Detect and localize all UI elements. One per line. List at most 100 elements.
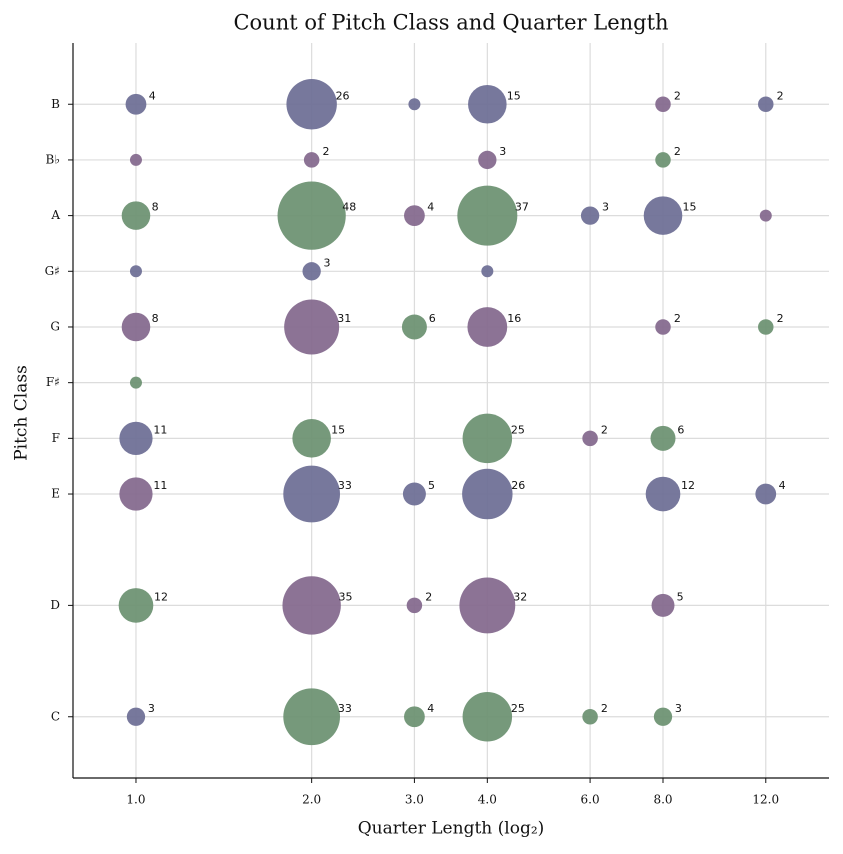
y-tick-label: B♭ [46, 152, 60, 166]
bubble [655, 96, 671, 112]
bubble [129, 376, 142, 389]
data-label: 2 [322, 145, 329, 158]
bubble [650, 425, 676, 451]
data-label: 2 [601, 702, 608, 715]
data-label: 2 [777, 312, 784, 325]
x-tick-label: 12.0 [752, 793, 779, 807]
data-label: 2 [777, 89, 784, 102]
data-label: 4 [149, 89, 156, 102]
data-label: 8 [152, 312, 159, 325]
bubble [402, 482, 426, 506]
y-tick-label: D [50, 598, 60, 612]
data-label: 2 [425, 590, 432, 603]
bubble [125, 93, 147, 115]
bubble [655, 319, 671, 335]
bubble [459, 577, 516, 634]
x-tick-label: 6.0 [581, 793, 600, 807]
bubble [468, 84, 507, 124]
data-label: 33 [338, 702, 352, 715]
data-label: 5 [428, 479, 435, 492]
bubble [645, 476, 681, 512]
data-label: 25 [511, 702, 525, 715]
bubble [467, 307, 508, 347]
data-label: 12 [681, 479, 695, 492]
bubble [457, 185, 518, 246]
bubble [755, 483, 777, 505]
y-tick-label: B [51, 97, 60, 111]
bubble [655, 152, 671, 168]
x-tick-label: 1.0 [126, 793, 145, 807]
data-label: 3 [675, 702, 682, 715]
bubble [121, 312, 151, 342]
data-label: 4 [427, 201, 434, 214]
bubble [126, 707, 146, 726]
data-label: 8 [152, 201, 159, 214]
y-tick-label: F♯ [46, 375, 60, 389]
bubble [286, 79, 337, 130]
data-label: 11 [153, 479, 167, 492]
bubble [282, 576, 341, 635]
bubble [462, 692, 513, 742]
x-tick-label: 3.0 [405, 793, 424, 807]
data-label: 31 [337, 312, 351, 325]
data-label: 11 [153, 423, 167, 436]
data-label: 15 [507, 89, 521, 102]
x-axis-label: Quarter Length (log₂) [358, 819, 545, 839]
bubble [759, 209, 772, 222]
x-tick-label: 2.0 [302, 793, 321, 807]
data-label: 35 [339, 590, 353, 603]
bubble [408, 98, 421, 111]
bubble [643, 196, 683, 235]
data-label: 3 [148, 702, 155, 715]
data-label: 3 [499, 145, 506, 158]
y-axis-label: Pitch Class [12, 365, 32, 461]
y-tick-label: E [51, 487, 60, 501]
y-tick-label: F [52, 431, 60, 445]
bubble [292, 419, 331, 458]
data-label: 2 [674, 312, 681, 325]
bubble [121, 201, 151, 230]
bubble [758, 319, 774, 335]
bubble [582, 430, 598, 447]
data-label: 16 [507, 312, 521, 325]
bubble [653, 707, 673, 726]
data-label: 12 [154, 590, 168, 603]
data-label: 4 [779, 479, 786, 492]
y-tick-label: G [50, 319, 60, 333]
bubble [118, 588, 154, 623]
data-label: 3 [602, 201, 609, 214]
y-tick-label: C [51, 709, 60, 723]
bubble [651, 593, 675, 617]
y-tick-label: G♯ [45, 264, 60, 278]
bubble [478, 150, 497, 170]
bubble [129, 153, 142, 166]
data-label: 37 [515, 201, 529, 214]
data-label: 15 [331, 423, 345, 436]
data-label: 2 [674, 145, 681, 158]
bubble [404, 706, 425, 728]
bubble [119, 477, 153, 511]
data-label: 48 [342, 201, 356, 214]
x-tick-label: 4.0 [478, 793, 497, 807]
bubble [481, 265, 494, 278]
bubble [283, 465, 341, 523]
bubble [462, 413, 513, 464]
data-label: 15 [682, 201, 696, 214]
bubble [462, 468, 513, 520]
bubble [580, 206, 600, 225]
data-label: 25 [511, 423, 525, 436]
data-label: 2 [601, 423, 608, 436]
data-label: 32 [513, 590, 527, 603]
y-tick-label: A [50, 208, 60, 222]
data-label: 33 [338, 479, 352, 492]
data-label: 5 [677, 590, 684, 603]
data-label: 2 [674, 89, 681, 102]
data-label: 4 [427, 702, 434, 715]
data-label: 6 [677, 423, 684, 436]
bubble [283, 688, 341, 746]
chart-title: Count of Pitch Class and Quarter Length [233, 11, 668, 35]
bubble [277, 181, 346, 250]
bubble [302, 262, 321, 281]
data-label: 26 [511, 479, 525, 492]
